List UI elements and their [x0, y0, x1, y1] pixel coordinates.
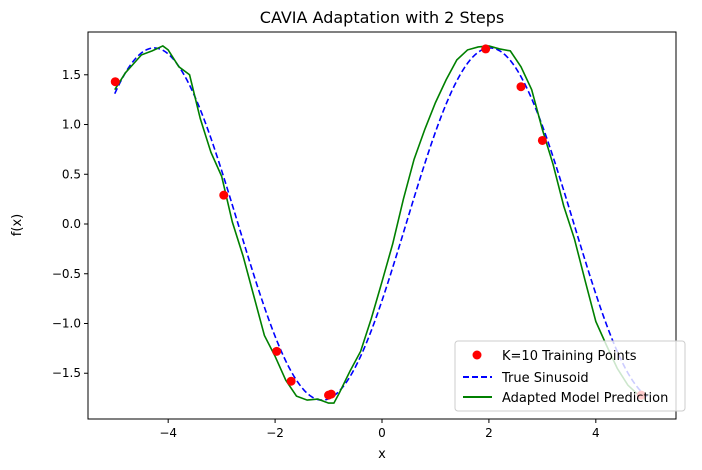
training-point: [516, 82, 526, 92]
true-sinusoid-line: [114, 47, 650, 401]
training-point: [272, 346, 282, 356]
training-point: [286, 376, 296, 386]
x-tick-label: 4: [592, 426, 600, 440]
training-point: [110, 77, 120, 87]
x-tick-label: 0: [378, 426, 386, 440]
y-axis-label: f(x): [10, 214, 25, 236]
x-axis: −4 −2 0 2 4: [159, 419, 600, 440]
legend-label-true-sinusoid: True Sinusoid: [501, 371, 589, 386]
x-tick-label: −4: [159, 426, 177, 440]
plot-frame: [87, 31, 677, 420]
training-point: [326, 389, 336, 399]
y-tick-label: 1.5: [62, 68, 81, 82]
plot-area: [110, 44, 650, 404]
legend-box: [454, 340, 686, 412]
training-point: [481, 44, 491, 54]
legend-marker-training-points: [472, 350, 482, 360]
x-tick-label: 2: [485, 426, 493, 440]
y-tick-label: 1.0: [62, 118, 81, 132]
y-tick-label: −1.0: [52, 316, 81, 330]
y-axis: −1.5 −1.0 −0.5 0.0 0.5 1.0 1.5: [52, 68, 88, 380]
y-tick-label: −0.5: [52, 267, 81, 281]
y-tick-label: 0.0: [62, 217, 81, 231]
chart-title: CAVIA Adaptation with 2 Steps: [260, 8, 504, 27]
y-tick-label: 0.5: [62, 167, 81, 181]
legend-label-training-points: K=10 Training Points: [502, 349, 637, 364]
training-point: [537, 135, 547, 145]
prediction-line: [114, 45, 645, 404]
legend: K=10 Training Points True Sinusoid Adapt…: [454, 340, 686, 412]
training-point: [219, 190, 229, 200]
x-axis-label: x: [378, 447, 386, 462]
x-tick-label: −2: [266, 426, 284, 440]
legend-label-prediction: Adapted Model Prediction: [502, 391, 668, 406]
y-tick-label: −1.5: [52, 366, 81, 380]
